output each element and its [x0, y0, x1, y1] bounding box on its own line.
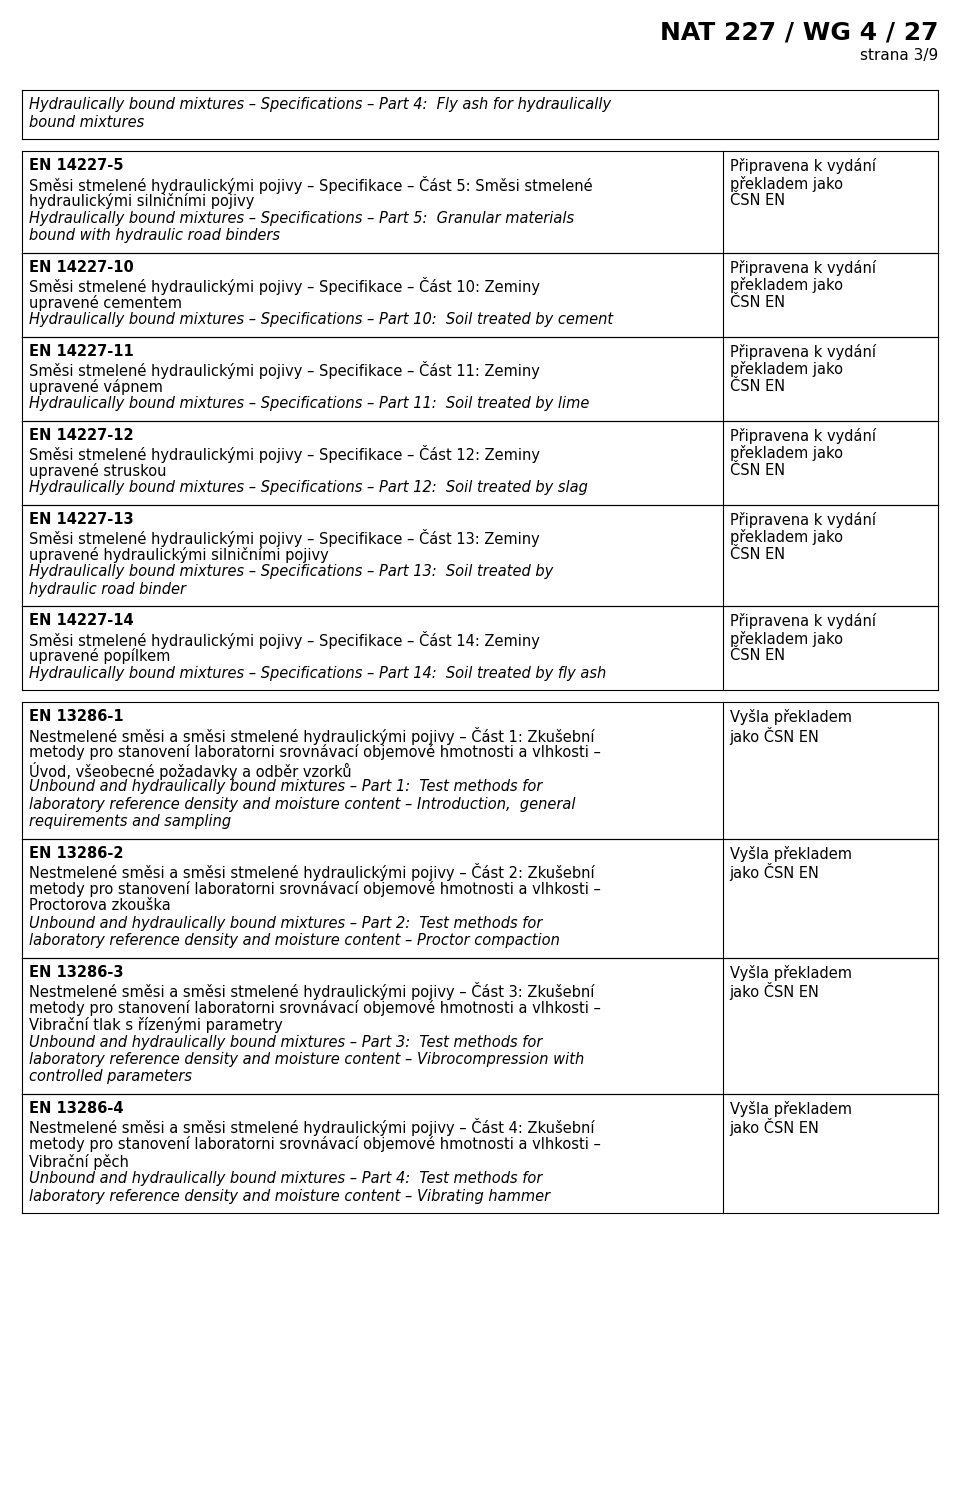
Text: EN 14227-5: EN 14227-5	[29, 159, 124, 174]
Text: Vibrační pěch: Vibrační pěch	[29, 1153, 129, 1170]
Text: Nestmelené směsi a směsi stmelené hydraulickými pojivy – Část 2: Zkušební: Nestmelené směsi a směsi stmelené hydrau…	[29, 863, 594, 881]
Text: jako ČSN EN: jako ČSN EN	[730, 1119, 820, 1137]
Text: Připravena k vydání: Připravena k vydání	[730, 428, 876, 443]
Text: Směsi stmelené hydraulickými pojivy – Specifikace – Část 5: Směsi stmelené: Směsi stmelené hydraulickými pojivy – Sp…	[29, 175, 592, 193]
Text: upravené cementem: upravené cementem	[29, 295, 182, 311]
Text: metody pro stanovení laboratorni srovnávací objemové hmotnosti a vlhkosti –: metody pro stanovení laboratorni srovnáv…	[29, 999, 601, 1016]
Text: hydraulickými silničními pojivy: hydraulickými silničními pojivy	[29, 193, 254, 209]
Text: metody pro stanovení laboratorni srovnávací objemové hmotnosti a vlhkosti –: metody pro stanovení laboratorni srovnáv…	[29, 881, 601, 896]
Text: upravené popílkem: upravené popílkem	[29, 648, 170, 664]
Text: Hydraulically bound mixtures – Specifications – Part 10:  Soil treated by cement: Hydraulically bound mixtures – Specifica…	[29, 313, 613, 328]
Text: Proctorova zkouška: Proctorova zkouška	[29, 898, 171, 913]
Text: Hydraulically bound mixtures – Specifications – Part 4:  Fly ash for hydraulical: Hydraulically bound mixtures – Specifica…	[29, 97, 612, 112]
Text: EN 14227-14: EN 14227-14	[29, 613, 133, 628]
Text: Vyšla překladem: Vyšla překladem	[730, 1101, 852, 1118]
Text: EN 14227-12: EN 14227-12	[29, 428, 133, 443]
Text: bound with hydraulic road binders: bound with hydraulic road binders	[29, 227, 280, 242]
Text: Unbound and hydraulically bound mixtures – Part 3:  Test methods for: Unbound and hydraulically bound mixtures…	[29, 1035, 542, 1050]
Text: Směsi stmelené hydraulickými pojivy – Specifikace – Část 13: Zeminy: Směsi stmelené hydraulickými pojivy – Sp…	[29, 530, 540, 548]
Text: Připravena k vydání: Připravena k vydání	[730, 159, 876, 174]
Text: překladem jako: překladem jako	[730, 175, 843, 191]
Text: jako ČSN EN: jako ČSN EN	[730, 727, 820, 745]
Text: Hydraulically bound mixtures – Specifications – Part 13:  Soil treated by: Hydraulically bound mixtures – Specifica…	[29, 564, 553, 579]
Text: Hydraulically bound mixtures – Specifications – Part 12:  Soil treated by slag: Hydraulically bound mixtures – Specifica…	[29, 480, 588, 495]
Text: překladem jako: překladem jako	[730, 630, 843, 646]
Text: ČSN EN: ČSN EN	[730, 193, 785, 208]
Text: překladem jako: překladem jako	[730, 444, 843, 461]
Text: strana 3/9: strana 3/9	[860, 48, 938, 63]
Text: EN 13286-1: EN 13286-1	[29, 709, 124, 724]
Text: překladem jako: překladem jako	[730, 277, 843, 293]
Text: Směsi stmelené hydraulickými pojivy – Specifikace – Část 11: Zeminy: Směsi stmelené hydraulickými pojivy – Sp…	[29, 361, 540, 378]
Text: Unbound and hydraulically bound mixtures – Part 2:  Test methods for: Unbound and hydraulically bound mixtures…	[29, 916, 542, 931]
Text: Vyšla překladem: Vyšla překladem	[730, 845, 852, 862]
Text: Směsi stmelené hydraulickými pojivy – Specifikace – Část 10: Zeminy: Směsi stmelené hydraulickými pojivy – Sp…	[29, 277, 540, 295]
Text: ČSN EN: ČSN EN	[730, 462, 785, 477]
Text: laboratory reference density and moisture content – Vibrating hammer: laboratory reference density and moistur…	[29, 1188, 550, 1203]
Text: Hydraulically bound mixtures – Specifications – Part 5:  Granular materials: Hydraulically bound mixtures – Specifica…	[29, 211, 574, 226]
Text: upravené hydraulickými silničními pojivy: upravené hydraulickými silničními pojivy	[29, 546, 328, 562]
Text: ČSN EN: ČSN EN	[730, 378, 785, 393]
Text: Nestmelené směsi a směsi stmelené hydraulickými pojivy – Část 1: Zkušební: Nestmelené směsi a směsi stmelené hydrau…	[29, 727, 594, 745]
Text: ČSN EN: ČSN EN	[730, 546, 785, 561]
Text: Směsi stmelené hydraulickými pojivy – Specifikace – Část 12: Zeminy: Směsi stmelené hydraulickými pojivy – Sp…	[29, 444, 540, 462]
Text: Unbound and hydraulically bound mixtures – Part 1:  Test methods for: Unbound and hydraulically bound mixtures…	[29, 779, 542, 794]
Text: bound mixtures: bound mixtures	[29, 115, 144, 130]
Text: jako ČSN EN: jako ČSN EN	[730, 981, 820, 999]
Text: Nestmelené směsi a směsi stmelené hydraulickými pojivy – Část 3: Zkušební: Nestmelené směsi a směsi stmelené hydrau…	[29, 981, 594, 999]
Text: ČSN EN: ČSN EN	[730, 295, 785, 310]
Text: EN 14227-10: EN 14227-10	[29, 259, 133, 274]
Text: requirements and sampling: requirements and sampling	[29, 814, 231, 829]
Text: Připravena k vydání: Připravena k vydání	[730, 512, 876, 528]
Text: překladem jako: překladem jako	[730, 361, 843, 377]
Text: ČSN EN: ČSN EN	[730, 648, 785, 663]
Text: EN 14227-11: EN 14227-11	[29, 344, 133, 359]
Text: controlled parameters: controlled parameters	[29, 1070, 192, 1085]
Text: Hydraulically bound mixtures – Specifications – Part 11:  Soil treated by lime: Hydraulically bound mixtures – Specifica…	[29, 396, 589, 411]
Text: Nestmelené směsi a směsi stmelené hydraulickými pojivy – Část 4: Zkušební: Nestmelené směsi a směsi stmelené hydrau…	[29, 1119, 594, 1137]
Text: upravené struskou: upravené struskou	[29, 462, 166, 479]
Text: EN 13286-2: EN 13286-2	[29, 845, 124, 860]
Text: Směsi stmelené hydraulickými pojivy – Specifikace – Část 14: Zeminy: Směsi stmelené hydraulickými pojivy – Sp…	[29, 630, 540, 648]
Text: jako ČSN EN: jako ČSN EN	[730, 863, 820, 881]
Text: Vibrační tlak s řízenými parametry: Vibrační tlak s řízenými parametry	[29, 1017, 283, 1034]
Text: Připravena k vydání: Připravena k vydání	[730, 613, 876, 628]
Text: metody pro stanovení laboratorni srovnávací objemové hmotnosti a vlhkosti –: metody pro stanovení laboratorni srovnáv…	[29, 1135, 601, 1152]
Text: EN 13286-3: EN 13286-3	[29, 965, 124, 980]
Text: laboratory reference density and moisture content – Proctor compaction: laboratory reference density and moistur…	[29, 934, 560, 948]
Text: Připravena k vydání: Připravena k vydání	[730, 344, 876, 359]
Text: Vyšla překladem: Vyšla překladem	[730, 965, 852, 980]
Text: metody pro stanovení laboratorni srovnávací objemové hmotnosti a vlhkosti –: metody pro stanovení laboratorni srovnáv…	[29, 744, 601, 760]
Text: laboratory reference density and moisture content – Vibrocompression with: laboratory reference density and moistur…	[29, 1052, 585, 1067]
Text: překladem jako: překladem jako	[730, 530, 843, 545]
Text: EN 13286-4: EN 13286-4	[29, 1101, 124, 1116]
Text: Úvod, všeobecné požadavky a odběr vzorků: Úvod, všeobecné požadavky a odběr vzorků	[29, 761, 351, 779]
Text: Unbound and hydraulically bound mixtures – Part 4:  Test methods for: Unbound and hydraulically bound mixtures…	[29, 1171, 542, 1186]
Text: hydraulic road binder: hydraulic road binder	[29, 582, 186, 597]
Text: EN 14227-13: EN 14227-13	[29, 512, 133, 527]
Text: NAT 227 / WG 4 / 27: NAT 227 / WG 4 / 27	[660, 19, 938, 43]
Text: upravené vápnem: upravené vápnem	[29, 378, 163, 395]
Text: Hydraulically bound mixtures – Specifications – Part 14:  Soil treated by fly as: Hydraulically bound mixtures – Specifica…	[29, 666, 607, 681]
Text: Vyšla překladem: Vyšla překladem	[730, 709, 852, 726]
Text: laboratory reference density and moisture content – Introduction,  general: laboratory reference density and moistur…	[29, 796, 575, 811]
Text: Připravena k vydání: Připravena k vydání	[730, 259, 876, 275]
